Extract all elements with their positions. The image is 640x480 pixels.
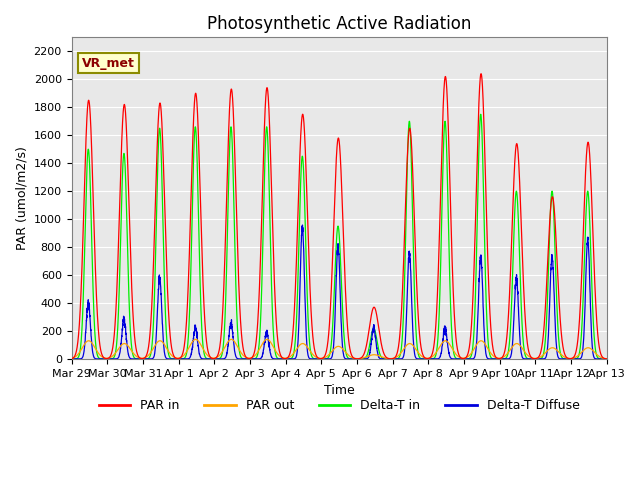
- Title: Photosynthetic Active Radiation: Photosynthetic Active Radiation: [207, 15, 471, 33]
- Legend: PAR in, PAR out, Delta-T in, Delta-T Diffuse: PAR in, PAR out, Delta-T in, Delta-T Dif…: [94, 394, 584, 417]
- Text: VR_met: VR_met: [82, 57, 135, 70]
- X-axis label: Time: Time: [324, 384, 355, 397]
- Y-axis label: PAR (umol/m2/s): PAR (umol/m2/s): [15, 146, 28, 250]
